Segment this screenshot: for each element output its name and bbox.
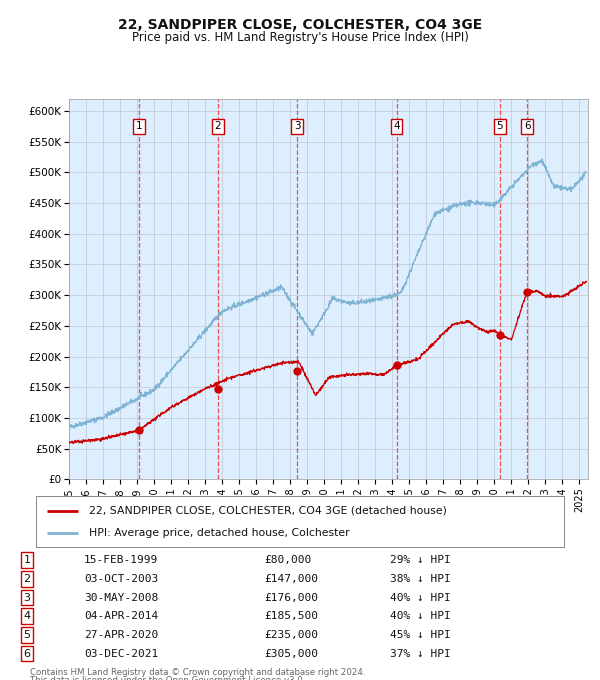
Text: 5: 5 — [23, 630, 31, 640]
Text: 6: 6 — [23, 649, 31, 659]
Text: 3: 3 — [294, 121, 301, 131]
Text: £185,500: £185,500 — [264, 611, 318, 622]
Text: HPI: Average price, detached house, Colchester: HPI: Average price, detached house, Colc… — [89, 528, 349, 538]
Text: 37% ↓ HPI: 37% ↓ HPI — [390, 649, 451, 659]
Text: £235,000: £235,000 — [264, 630, 318, 640]
Text: Price paid vs. HM Land Registry's House Price Index (HPI): Price paid vs. HM Land Registry's House … — [131, 31, 469, 44]
Text: 03-DEC-2021: 03-DEC-2021 — [84, 649, 158, 659]
Text: 45% ↓ HPI: 45% ↓ HPI — [390, 630, 451, 640]
Text: 4: 4 — [393, 121, 400, 131]
Text: 03-OCT-2003: 03-OCT-2003 — [84, 574, 158, 584]
Text: 15-FEB-1999: 15-FEB-1999 — [84, 555, 158, 565]
Text: 1: 1 — [136, 121, 142, 131]
Text: £80,000: £80,000 — [264, 555, 311, 565]
Text: £147,000: £147,000 — [264, 574, 318, 584]
Text: 4: 4 — [23, 611, 31, 622]
Text: This data is licensed under the Open Government Licence v3.0.: This data is licensed under the Open Gov… — [30, 676, 305, 680]
Text: 1: 1 — [23, 555, 31, 565]
Text: 2: 2 — [215, 121, 221, 131]
Text: 38% ↓ HPI: 38% ↓ HPI — [390, 574, 451, 584]
Text: 5: 5 — [497, 121, 503, 131]
Text: 3: 3 — [23, 592, 31, 602]
Text: 04-APR-2014: 04-APR-2014 — [84, 611, 158, 622]
Text: Contains HM Land Registry data © Crown copyright and database right 2024.: Contains HM Land Registry data © Crown c… — [30, 668, 365, 677]
Text: 22, SANDPIPER CLOSE, COLCHESTER, CO4 3GE: 22, SANDPIPER CLOSE, COLCHESTER, CO4 3GE — [118, 18, 482, 32]
Text: 40% ↓ HPI: 40% ↓ HPI — [390, 592, 451, 602]
Text: £176,000: £176,000 — [264, 592, 318, 602]
Text: £305,000: £305,000 — [264, 649, 318, 659]
Text: 30-MAY-2008: 30-MAY-2008 — [84, 592, 158, 602]
Text: 27-APR-2020: 27-APR-2020 — [84, 630, 158, 640]
Text: 6: 6 — [524, 121, 530, 131]
Text: 2: 2 — [23, 574, 31, 584]
Text: 40% ↓ HPI: 40% ↓ HPI — [390, 611, 451, 622]
Text: 29% ↓ HPI: 29% ↓ HPI — [390, 555, 451, 565]
Text: 22, SANDPIPER CLOSE, COLCHESTER, CO4 3GE (detached house): 22, SANDPIPER CLOSE, COLCHESTER, CO4 3GE… — [89, 506, 446, 515]
